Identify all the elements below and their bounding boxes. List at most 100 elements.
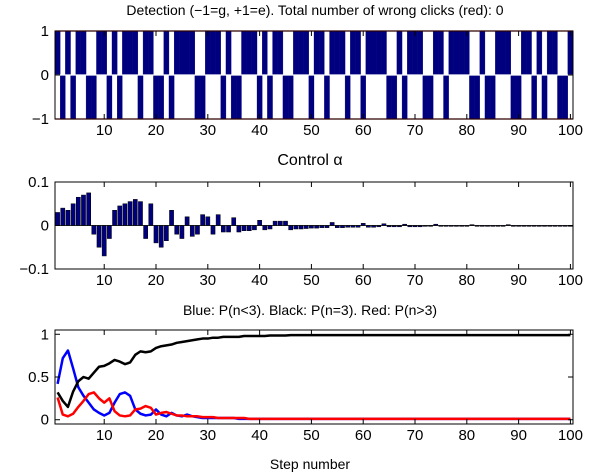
detection-bar: [386, 74, 392, 120]
detection-bar: [546, 30, 553, 76]
detection-bar: [500, 30, 506, 76]
x-tick-label: 50: [303, 272, 320, 289]
detection-bar: [479, 30, 486, 76]
x-tick-label: 20: [148, 427, 165, 444]
detection-bar: [179, 30, 185, 76]
detection-bar: [298, 30, 304, 76]
detection-bar: [241, 30, 247, 76]
x-tick-label: 70: [407, 122, 424, 139]
detection-bar: [407, 30, 413, 76]
detection-bar: [350, 30, 356, 76]
control-bar: [195, 225, 200, 235]
detection-bar: [122, 30, 128, 76]
x-tick-label: 80: [458, 122, 475, 139]
axes-frame: [54, 329, 574, 425]
control-bar: [148, 203, 154, 226]
control-bar: [91, 225, 97, 235]
detection-bar: [153, 74, 159, 120]
detection-bar: [215, 30, 221, 76]
detection-bar: [194, 74, 201, 120]
detection-bar: [381, 30, 387, 76]
detection-bar: [464, 30, 470, 76]
detection-bar: [189, 30, 196, 76]
detection-bar: [495, 30, 501, 76]
detection-bar: [205, 30, 211, 76]
x-tick-label: 10: [96, 122, 113, 139]
control-bar: [221, 225, 226, 233]
y-tick-label: −1: [32, 111, 49, 128]
y-tick-label: 1: [41, 23, 49, 40]
detection-bar: [396, 30, 403, 76]
detection-bar: [438, 30, 444, 76]
control-bar: [205, 216, 211, 226]
detection-bar: [199, 74, 206, 120]
detection-bar: [168, 74, 175, 120]
x-tick-label: 80: [458, 427, 475, 444]
detection-bar: [91, 74, 97, 120]
detection-bar: [329, 30, 335, 76]
detection-bar: [489, 74, 496, 120]
control-bar: [236, 225, 242, 233]
detection-bar: [360, 74, 366, 120]
detection-bar: [106, 74, 113, 120]
detection-bar: [111, 30, 118, 76]
x-tick-label: 30: [199, 427, 216, 444]
control-bar: [101, 225, 107, 257]
detection-bar: [173, 30, 180, 76]
control-bar: [86, 192, 91, 226]
control-bar: [200, 214, 205, 226]
control-bar: [252, 225, 257, 231]
control-bar: [127, 201, 133, 226]
detection-bar: [376, 30, 382, 76]
y-tick-label: −0.1: [19, 261, 49, 278]
detection-bar: [251, 30, 258, 76]
x-tick-label: 60: [355, 427, 372, 444]
detection-bar: [101, 30, 107, 76]
control-bar: [55, 212, 60, 226]
detection-bar: [184, 30, 190, 76]
control-bar: [246, 225, 252, 231]
control-bar: [329, 222, 335, 226]
control-bar: [117, 205, 123, 226]
control-bar: [184, 216, 190, 226]
control-bar: [257, 220, 262, 226]
detection-bar: [552, 30, 558, 76]
control-bar: [272, 220, 278, 226]
panel3-xlabel: Step number: [270, 456, 350, 472]
x-tick-label: 40: [251, 427, 268, 444]
detection-bar: [70, 74, 76, 120]
detection-bar: [541, 74, 548, 120]
x-tick-label: 10: [96, 272, 113, 289]
detection-bar: [448, 30, 455, 76]
detection-bar: [127, 30, 133, 76]
detection-bar: [557, 74, 563, 120]
detection-bar: [293, 30, 299, 76]
control-bar: [158, 225, 164, 248]
detection-bar: [137, 74, 144, 120]
control-bar: [65, 210, 71, 226]
detection-bar: [458, 30, 465, 76]
y-tick-label: 0.1: [28, 174, 49, 191]
x-tick-label: 60: [355, 272, 372, 289]
control-bar: [153, 225, 159, 244]
control-bar: [75, 196, 81, 226]
control-bar: [189, 225, 195, 237]
y-tick-label: 1: [41, 326, 49, 343]
detection-bar: [469, 74, 475, 120]
detection-bar: [267, 74, 273, 120]
y-tick-label: 0: [41, 412, 49, 429]
panel1-xlabel: Control α: [277, 152, 342, 169]
control-bar: [267, 225, 273, 230]
y-tick-label: 0.5: [28, 369, 49, 386]
detection-bar: [401, 74, 408, 120]
detection-bar: [282, 74, 289, 120]
detection-bar: [54, 30, 61, 76]
control-bar: [231, 217, 237, 226]
detection-bar: [521, 30, 527, 76]
detection-bar: [132, 30, 139, 76]
control-bar: [81, 194, 86, 226]
control-bar: [215, 214, 221, 226]
control-bar: [60, 207, 66, 226]
control-bar: [179, 225, 185, 239]
